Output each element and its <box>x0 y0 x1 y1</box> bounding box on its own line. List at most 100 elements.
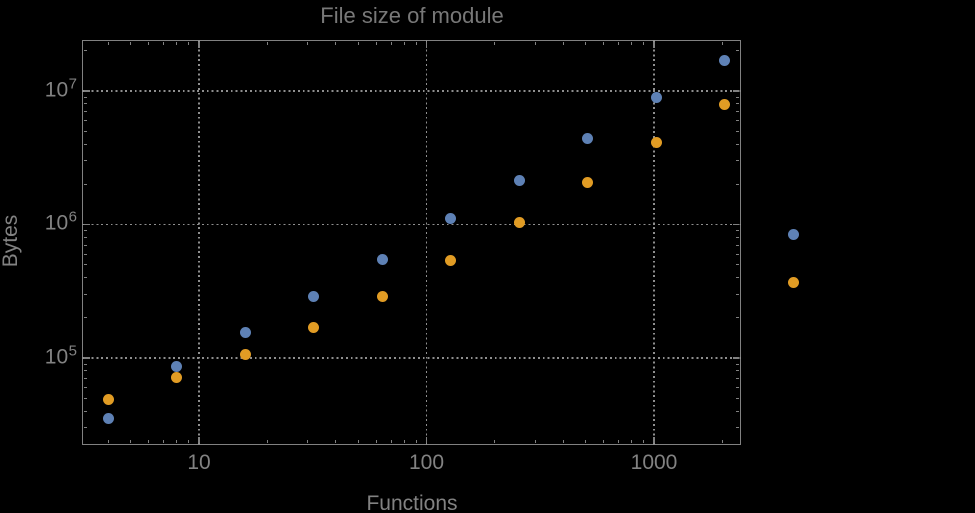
y-axis-tick <box>83 120 88 122</box>
y-gridline <box>82 357 741 359</box>
y-axis-tick <box>83 397 88 399</box>
x-axis-tick <box>357 41 359 46</box>
x-axis-tick <box>148 41 150 46</box>
x-axis-tick <box>198 41 200 48</box>
x-axis-tick <box>130 439 131 444</box>
x-axis-tick <box>618 41 620 46</box>
y-axis-tick <box>735 96 740 98</box>
y-axis-tick <box>83 387 88 389</box>
x-axis-tick <box>585 41 587 46</box>
x-axis-tick <box>534 41 536 46</box>
x-axis-tick <box>643 439 645 444</box>
y-axis-tick <box>83 160 88 162</box>
x-axis-tick <box>198 437 200 444</box>
y-tick-label-base: 10 <box>44 211 69 235</box>
data-point-series-2-orange <box>650 137 662 149</box>
data-point-series-2-orange <box>582 177 594 189</box>
y-axis-tick <box>735 387 740 389</box>
y-axis-tick <box>735 111 740 113</box>
y-axis-tick <box>83 357 90 359</box>
x-axis-tick <box>163 41 165 46</box>
y-axis-tick <box>83 50 88 52</box>
x-axis-tick <box>618 439 620 444</box>
x-axis-tick <box>335 439 337 444</box>
x-axis-tick <box>721 41 723 46</box>
y-axis-tick <box>735 378 740 380</box>
plot-area <box>82 40 741 445</box>
x-axis-tick <box>585 439 587 444</box>
data-point-series-1-blue <box>445 213 457 225</box>
y-axis-tick <box>83 236 88 238</box>
y-axis-tick <box>735 103 740 105</box>
y-axis-tick <box>83 183 88 185</box>
y-tick-label-base: 10 <box>44 345 69 369</box>
x-axis-tick <box>375 41 377 46</box>
x-axis-tick <box>562 439 564 444</box>
x-axis-tick <box>390 41 392 46</box>
x-axis-tick <box>425 437 428 444</box>
data-point-series-2-orange <box>719 99 731 111</box>
y-tick-label-exponent: 7 <box>68 75 77 93</box>
x-axis-tick <box>188 41 190 46</box>
y-axis-tick <box>735 230 740 232</box>
y-axis-tick <box>83 143 88 145</box>
data-point-series-1-blue <box>376 253 388 265</box>
y-axis-tick <box>735 397 740 399</box>
x-axis-tick <box>631 439 633 444</box>
y-tick-label-base: 10 <box>44 78 69 102</box>
y-gridline <box>82 90 741 92</box>
data-point-series-2-orange <box>102 393 114 405</box>
data-point-series-1-blue <box>239 327 251 339</box>
data-point-series-2-orange <box>445 254 457 266</box>
y-axis-tick <box>733 90 740 92</box>
x-axis-tick <box>631 41 633 46</box>
data-point-series-2-orange <box>308 321 320 333</box>
y-axis-tick <box>83 223 90 226</box>
data-point-series-1-blue <box>719 54 731 66</box>
x-axis-tick <box>107 439 109 444</box>
x-axis-tick <box>176 41 178 46</box>
x-axis-tick <box>403 439 405 444</box>
y-axis-tick <box>83 363 88 365</box>
y-tick-label: 107 <box>44 75 77 102</box>
y-axis-tick <box>83 410 88 412</box>
y-axis-tick <box>735 160 740 162</box>
x-axis-tick <box>163 439 165 444</box>
y-axis-tick <box>735 253 740 255</box>
x-axis-tick <box>603 439 605 444</box>
y-axis-tick <box>83 427 88 429</box>
x-axis-tick <box>653 41 655 48</box>
x-tick-label: 100 <box>408 451 445 474</box>
data-point-series-1-blue <box>102 413 114 425</box>
y-axis-tick <box>83 378 88 380</box>
y-gridline <box>82 223 741 226</box>
x-gridline <box>425 40 428 445</box>
x-axis-tick <box>148 439 150 444</box>
x-axis-tick <box>425 41 428 48</box>
y-axis-tick <box>735 183 740 185</box>
x-axis-tick <box>266 439 268 444</box>
data-point-series-1-blue <box>308 290 320 302</box>
y-axis-tick <box>83 253 88 255</box>
y-axis-tick <box>735 317 740 319</box>
y-axis-tick <box>83 317 88 319</box>
y-axis-tick <box>83 244 88 246</box>
y-axis-tick <box>735 293 740 295</box>
x-axis-tick <box>176 439 178 444</box>
x-axis-tick <box>494 41 496 46</box>
data-point-series-2-orange <box>239 348 251 360</box>
x-axis-tick <box>721 439 723 444</box>
y-axis-tick <box>735 143 740 145</box>
data-point-series-2-orange <box>171 372 183 384</box>
data-point-series-2-orange <box>513 217 525 229</box>
y-axis-tick <box>83 111 88 113</box>
y-axis-tick <box>735 244 740 246</box>
y-axis-tick <box>735 130 740 132</box>
y-axis-tick <box>735 264 740 266</box>
x-axis-tick <box>266 41 268 46</box>
y-axis-tick <box>83 293 88 295</box>
y-axis-tick <box>735 427 740 429</box>
x-axis-tick <box>653 437 655 444</box>
y-axis-title: Bytes <box>0 214 22 268</box>
